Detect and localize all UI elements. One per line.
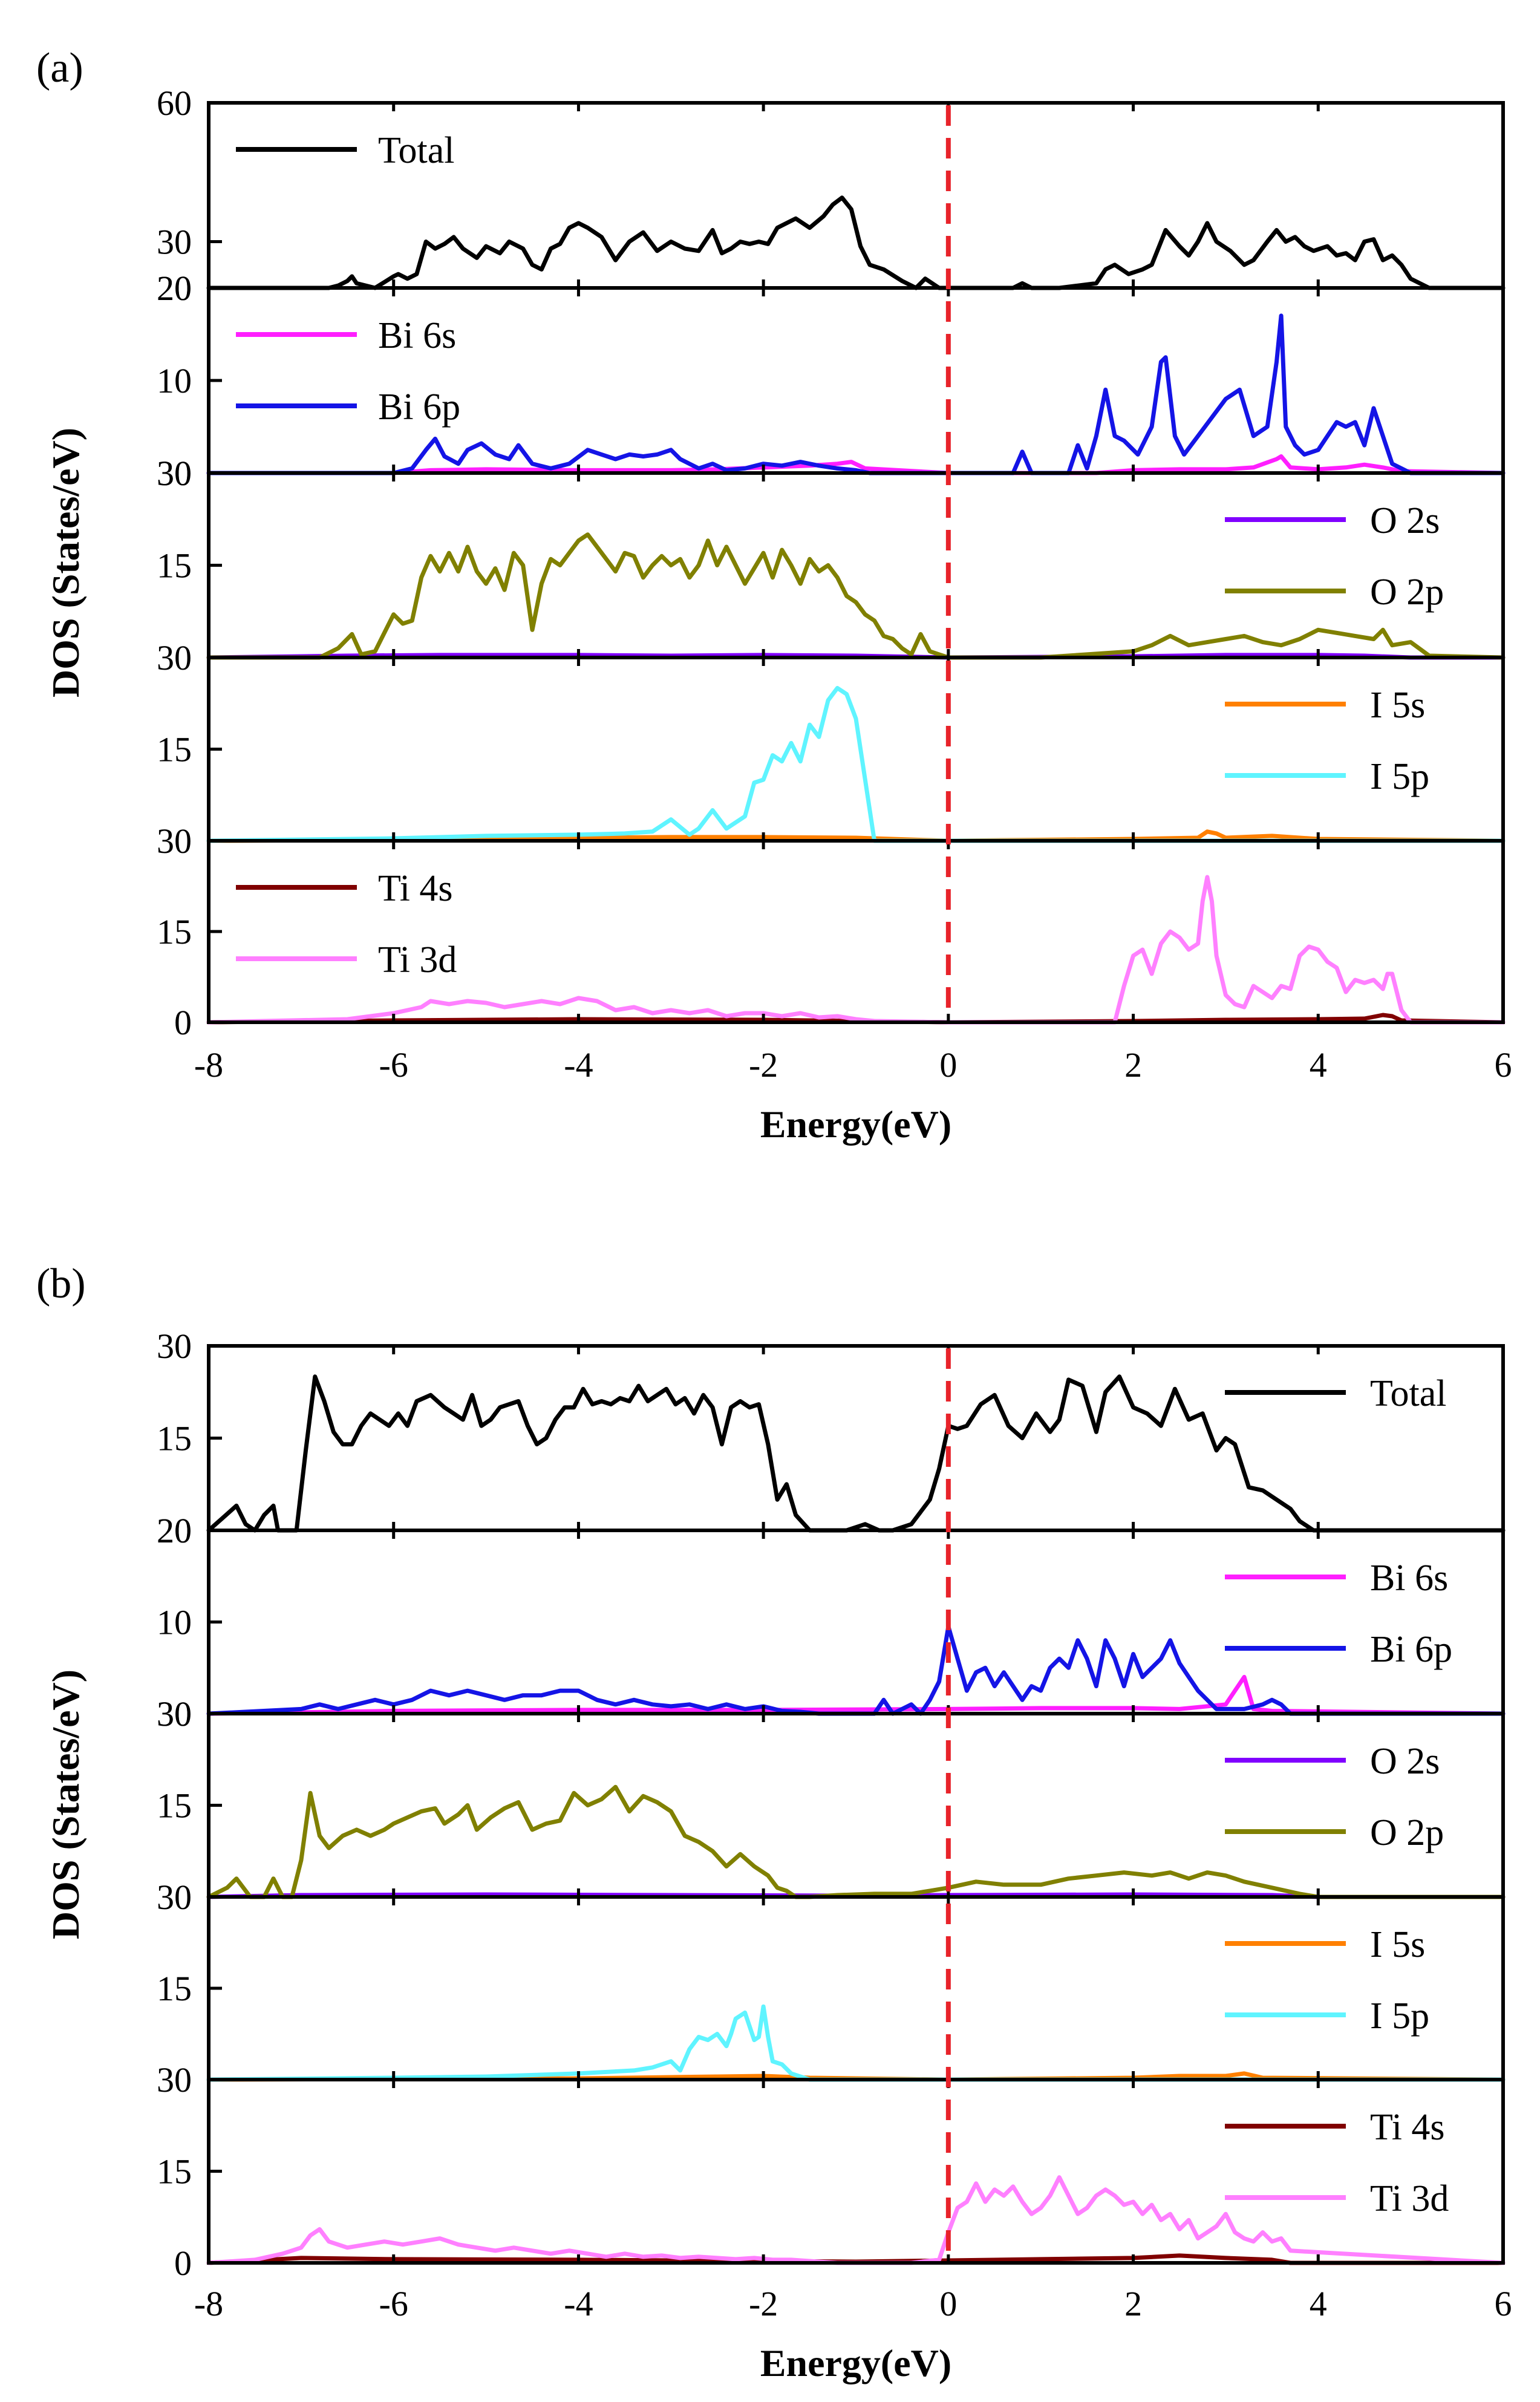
legend-label: I 5p xyxy=(1370,756,1429,797)
y-tick-label: 10 xyxy=(157,1603,192,1642)
x-tick-label: -6 xyxy=(379,1045,408,1085)
x-tick-label: 2 xyxy=(1124,2284,1142,2323)
legend-label: Ti 4s xyxy=(378,868,453,909)
y-tick-label: 0 xyxy=(174,2244,192,2283)
x-tick-label: 4 xyxy=(1310,1045,1327,1085)
subplot-o: 30 15 O 2s O 2p xyxy=(157,454,1506,660)
legend-label: I 5p xyxy=(1370,1996,1429,2037)
y-tick-label: 15 xyxy=(157,546,192,586)
subplot-frame xyxy=(207,656,1505,843)
series-line-bi-6p xyxy=(206,313,1506,475)
y-tick-label: 15 xyxy=(157,912,192,951)
x-tick-label: 6 xyxy=(1495,1045,1512,1085)
y-tick-label: 30 xyxy=(157,1694,192,1734)
subplot-i: 30 15 I 5s I 5p xyxy=(157,1878,1506,2082)
x-tick-label: 0 xyxy=(939,2284,957,2323)
series-line-i-5p xyxy=(206,686,1506,843)
legend-label: Bi 6s xyxy=(1370,1558,1448,1599)
legend-label: Ti 3d xyxy=(378,939,457,981)
series-line-bi-6s xyxy=(206,1674,1506,1716)
legend-label: Bi 6p xyxy=(1370,1629,1452,1670)
y-tick-label: 30 xyxy=(157,2060,192,2100)
y-tick-label: 30 xyxy=(157,223,192,262)
x-tick-label: 0 xyxy=(939,1045,957,1085)
legend-label: O 2p xyxy=(1370,1812,1444,1853)
subplot-total: 30 15 20 Total xyxy=(157,1327,1506,1550)
legend-label: I 5s xyxy=(1370,1924,1425,1965)
subplot-bi: 20 10 30 Bi 6s Bi 6p xyxy=(157,1511,1506,1734)
legend-label: Ti 3d xyxy=(1370,2178,1449,2219)
panel-label: (a) xyxy=(36,45,83,91)
subplot-bi: 20 10 30 Bi 6s Bi 6p xyxy=(157,269,1506,493)
y-tick-label: 30 xyxy=(157,454,192,493)
y-tick-label: 20 xyxy=(157,269,192,308)
y-tick-label: 10 xyxy=(157,361,192,400)
y-axis-title: DOS (States/eV) xyxy=(44,428,87,697)
subplot-ti: 30 15 0 Ti 4s Ti 3d xyxy=(157,821,1506,1042)
x-tick-label: -4 xyxy=(564,2284,593,2323)
y-tick-label: 15 xyxy=(157,730,192,769)
legend-label: O 2s xyxy=(1370,1741,1440,1782)
y-tick-label: 20 xyxy=(157,1511,192,1550)
y-tick-label: 60 xyxy=(157,83,192,123)
series-line-bi-6p xyxy=(206,1624,1506,1716)
legend-label: Bi 6s xyxy=(378,315,456,356)
series-line-o-2p xyxy=(206,1784,1506,1899)
legend-label: Total xyxy=(378,130,455,171)
legend-label: Ti 4s xyxy=(1370,2107,1445,2148)
y-tick-label: 30 xyxy=(157,1878,192,1917)
series-line-i-5p xyxy=(206,2004,1506,2082)
subplot-frame xyxy=(207,2078,1505,2265)
y-tick-label: 0 xyxy=(174,1003,192,1042)
series-line-ti-4s xyxy=(206,2253,1506,2265)
x-tick-label: -2 xyxy=(749,2284,778,2323)
y-tick-label: 15 xyxy=(157,1786,192,1826)
x-tick-label: -2 xyxy=(749,1045,778,1085)
y-tick-label: 20 xyxy=(157,1511,192,1550)
y-tick-label: 15 xyxy=(157,1419,192,1458)
y-tick-label: 15 xyxy=(157,1969,192,2008)
subplot-o: 30 15 O 2s O 2p xyxy=(157,1694,1506,1899)
series-line-ti-3d xyxy=(206,875,1506,1025)
subplot-i: 30 15 I 5s I 5p xyxy=(157,638,1506,843)
x-tick-label: -4 xyxy=(564,1045,593,1085)
y-tick-label: 15 xyxy=(157,2152,192,2191)
subplot-frame xyxy=(207,1529,1505,1715)
series-line-total xyxy=(206,1374,1506,1533)
legend-label: Total xyxy=(1370,1373,1447,1414)
legend-label: I 5s xyxy=(1370,685,1425,726)
x-axis-title: Energy(eV) xyxy=(760,1103,951,1146)
legend-label: O 2s xyxy=(1370,500,1440,541)
series-line-total xyxy=(206,195,1506,290)
series-line-o-2p xyxy=(206,532,1506,660)
y-tick-label: 30 xyxy=(157,1694,192,1734)
y-tick-label: 30 xyxy=(157,638,192,677)
x-axis-title: Energy(eV) xyxy=(760,2342,951,2384)
subplot-frame xyxy=(207,1895,1505,2081)
x-tick-label: 6 xyxy=(1495,2284,1512,2323)
subplot-total: 60 30 20 Total xyxy=(157,83,1506,308)
panel-label: (b) xyxy=(36,1261,86,1307)
x-tick-label: -8 xyxy=(194,2284,223,2323)
x-tick-label: 4 xyxy=(1310,2284,1327,2323)
subplot-frame xyxy=(207,1344,1505,1532)
y-tick-label: 30 xyxy=(157,454,192,493)
x-tick-label: 2 xyxy=(1124,1045,1142,1085)
x-tick-label: -8 xyxy=(194,1045,223,1085)
legend-label: O 2p xyxy=(1370,572,1444,613)
y-tick-label: 30 xyxy=(157,1327,192,1366)
subplot-frame xyxy=(207,839,1505,1024)
x-tick-label: -6 xyxy=(379,2284,408,2323)
y-tick-label: 20 xyxy=(157,269,192,308)
series-line-ti-3d xyxy=(206,2175,1506,2265)
subplot-frame xyxy=(207,471,1505,659)
y-tick-label: 30 xyxy=(157,821,192,861)
subplot-frame xyxy=(207,1712,1505,1899)
y-axis-title: DOS (States/eV) xyxy=(44,1669,87,1939)
legend-label: Bi 6p xyxy=(378,387,460,428)
subplot-ti: 30 15 0 Ti 4s Ti 3d xyxy=(157,2060,1506,2283)
